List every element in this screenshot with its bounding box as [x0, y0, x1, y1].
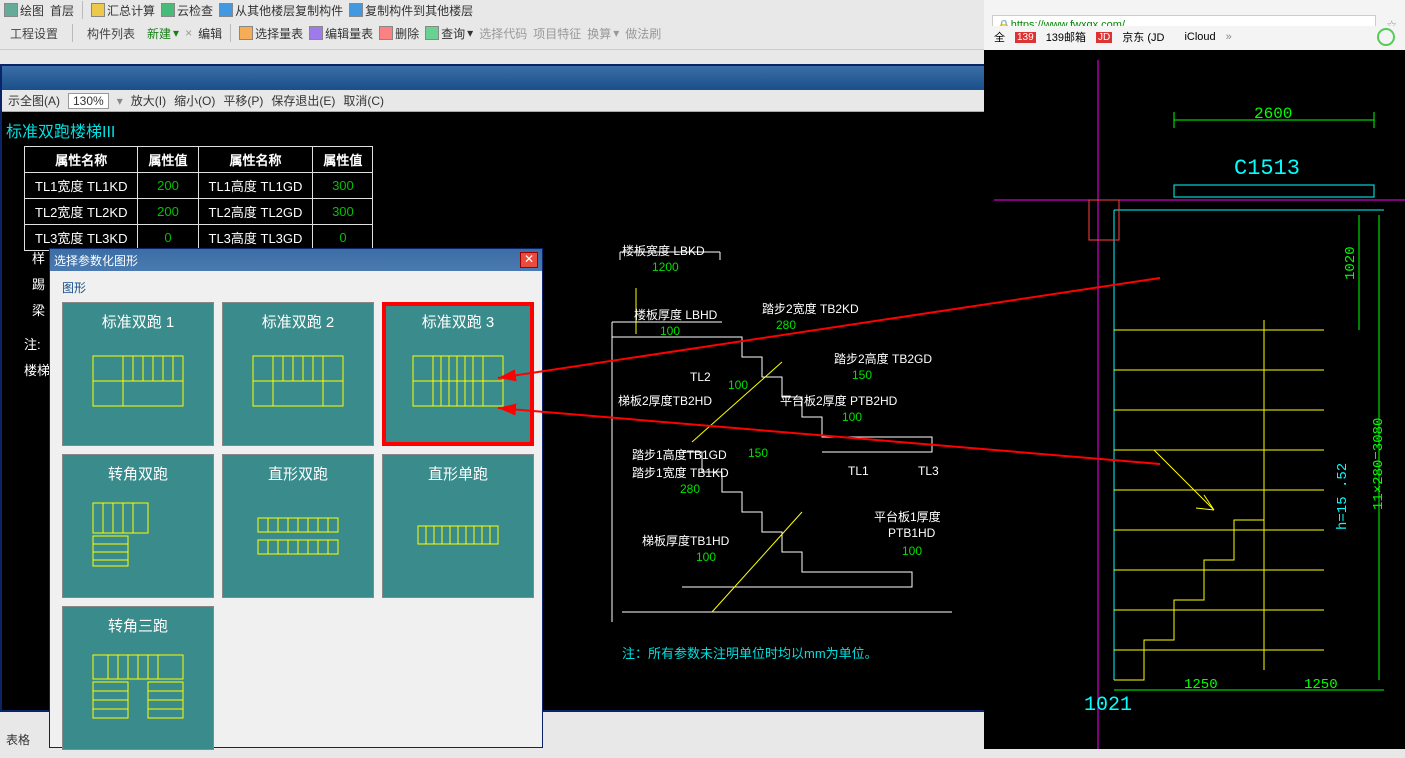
note-row: 梁 [32, 300, 45, 319]
svg-text:C1513: C1513 [1234, 156, 1300, 181]
tb-sum[interactable]: 汇总计算 [91, 2, 155, 19]
save-exit-button[interactable]: 保存退出(E) [271, 92, 335, 109]
svg-text:1021: 1021 [1084, 694, 1132, 717]
table-row[interactable]: TL3宽度 TL3KD 0 TL3高度 TL3GD 0 [25, 225, 373, 251]
note-row: 踢 [32, 274, 45, 293]
tb-brush[interactable]: 做法刷 [625, 25, 661, 42]
dialog-close-button[interactable]: ✕ [520, 252, 538, 268]
link-icloud[interactable]: iCloud [1184, 31, 1215, 43]
svg-text:2600: 2600 [1254, 105, 1292, 123]
note-label: 楼梯 [24, 360, 50, 379]
chevron-right-icon[interactable]: » [1226, 31, 1232, 43]
tb-convert[interactable]: 换算 ▾ [587, 25, 619, 42]
tb-edit-table[interactable]: 编辑量表 [309, 25, 373, 42]
stair-diagram: 楼板宽度 LBKD 1200 楼板厚度 LBHD 100 踏步2宽度 TB2KD… [552, 242, 1052, 682]
tb-copy-to[interactable]: 复制构件到其他楼层 [349, 2, 473, 19]
svg-text:1250: 1250 [1184, 677, 1218, 693]
dialog-title: 选择参数化图形 [54, 252, 138, 269]
circle-icon[interactable] [1377, 28, 1395, 46]
badge-jd: JD [1096, 32, 1112, 43]
svg-text:h=15 .52: h=15 .52 [1335, 463, 1351, 530]
label-project: 工程设置 [4, 23, 64, 44]
badge-139: 139 [1015, 32, 1036, 43]
tb-delete[interactable]: 删除 [379, 25, 419, 42]
shape-option-3[interactable]: 转角双跑 [62, 454, 214, 598]
shape-dialog: 选择参数化图形 ✕ 图形 标准双跑 1标准双跑 2标准双跑 3 转角双跑直形双跑直… [49, 248, 543, 748]
btn-edit[interactable]: 编辑 [198, 25, 222, 42]
fit-all-button[interactable]: 示全图(A) [8, 92, 60, 109]
btn-new[interactable]: 新建 ▾ [147, 25, 179, 42]
zoom-in-button[interactable]: 放大(I) [131, 92, 166, 109]
link-all[interactable]: 全 [994, 29, 1005, 45]
tb-cloud[interactable]: 云检查 [161, 2, 213, 19]
shape-option-6[interactable]: 转角三跑 [62, 606, 214, 750]
tb-floor[interactable]: 首层 [50, 2, 74, 19]
table-row[interactable]: TL2宽度 TL2KD 200 TL2高度 TL2GD 300 [25, 199, 373, 225]
note-row: 样 [32, 248, 45, 267]
tb-copy-from[interactable]: 从其他楼层复制构件 [219, 2, 343, 19]
bottom-tab[interactable]: 表格 [0, 729, 50, 749]
cad-drawing: 2600 C1513 1020 11×280=3080 h=15 .52 102… [984, 50, 1405, 749]
link-139[interactable]: 139邮箱 [1046, 29, 1086, 45]
stair-title: 标准双跑楼梯III [6, 118, 115, 142]
tb-draw[interactable]: 绘图 [4, 2, 44, 19]
svg-text:1020: 1020 [1343, 246, 1359, 280]
note-label: 注: [24, 334, 41, 353]
tb-item-feature[interactable]: 项目特征 [533, 25, 581, 42]
shape-option-5[interactable]: 直形单跑 [382, 454, 534, 598]
shape-option-0[interactable]: 标准双跑 1 [62, 302, 214, 446]
tb-query[interactable]: 查询 ▾ [425, 25, 473, 42]
zoom-out-button[interactable]: 缩小(O) [174, 92, 215, 109]
svg-text:1250: 1250 [1304, 677, 1338, 693]
label-components: 构件列表 [81, 23, 141, 44]
unit-note: 注：所有参数未注明单位时均以mm为单位。 [622, 643, 878, 662]
svg-text:11×280=3080: 11×280=3080 [1371, 418, 1387, 510]
tb-select-table[interactable]: 选择量表 [239, 25, 303, 42]
tb-select-code[interactable]: 选择代码 [479, 25, 527, 42]
zoom-value[interactable]: 130% [68, 93, 109, 109]
group-label: 图形 [62, 279, 530, 296]
cancel-button[interactable]: 取消(C) [343, 92, 384, 109]
shape-option-1[interactable]: 标准双跑 2 [222, 302, 374, 446]
property-table: 属性名称 属性值 属性名称 属性值 TL1宽度 TL1KD 200 TL1高度 … [24, 146, 373, 251]
link-jd[interactable]: 京东 (JD [1122, 29, 1164, 45]
shape-option-4[interactable]: 直形双跑 [222, 454, 374, 598]
table-row[interactable]: TL1宽度 TL1KD 200 TL1高度 TL1GD 300 [25, 173, 373, 199]
btn-del[interactable]: × [185, 26, 192, 40]
shape-option-2[interactable]: 标准双跑 3 [382, 302, 534, 446]
pan-button[interactable]: 平移(P) [223, 92, 263, 109]
